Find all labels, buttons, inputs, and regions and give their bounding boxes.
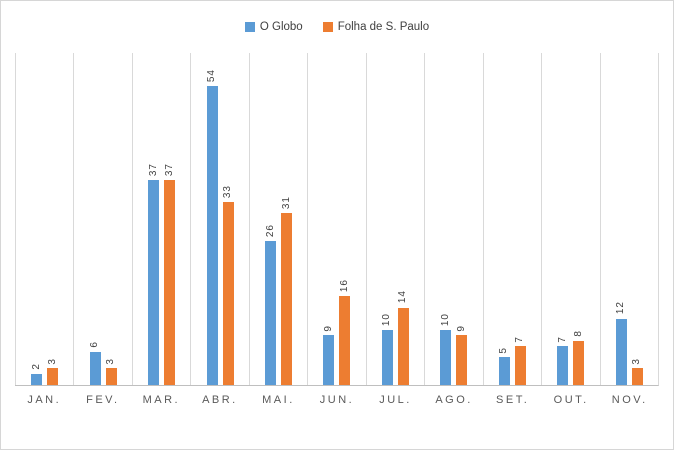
bar-value-label: 3 <box>105 357 117 365</box>
x-axis-label: ABR. <box>202 394 238 406</box>
bar-value-label: 12 <box>615 301 627 315</box>
bar <box>47 368 59 385</box>
bar-value-label: 6 <box>89 341 101 348</box>
bar <box>397 307 409 385</box>
bar <box>323 335 335 385</box>
bar-value-label: 5 <box>498 346 510 354</box>
bar <box>456 335 468 385</box>
x-axis-label: NOV. <box>611 394 648 406</box>
bar-value-label: 9 <box>322 324 334 332</box>
bar-value-label: 9 <box>455 324 467 332</box>
x-axis-label: JUL. <box>379 394 412 406</box>
bar-column: 33 <box>222 53 234 385</box>
bar <box>148 180 160 385</box>
bar <box>265 241 277 385</box>
bar <box>514 346 526 385</box>
bar-value-label: 37 <box>147 163 159 177</box>
bar-column: 14 <box>397 53 409 385</box>
bar <box>557 346 569 385</box>
bar <box>631 368 643 385</box>
bar-column: 26 <box>264 53 277 385</box>
bar-column: 31 <box>280 53 293 385</box>
bar-value-label: 7 <box>556 335 568 343</box>
bar-value-label: 54 <box>206 69 218 83</box>
legend-swatch-folha <box>322 22 333 32</box>
bar <box>105 368 117 385</box>
x-axis-label: SET. <box>496 394 530 406</box>
plot-area: 2 3 6 3 37 37 54 33 26 31 9 16 10 14 10 9 5 7 7 8 12 3 <box>15 53 659 386</box>
bar-value-label: 2 <box>30 363 42 370</box>
x-axis-label: JAN. <box>27 394 62 406</box>
x-axis-label: OUT. <box>553 394 589 406</box>
legend: O Globo Folha de S. Paulo <box>15 17 659 37</box>
bar-column: 3 <box>46 53 59 385</box>
bar-value-label: 37 <box>163 163 175 177</box>
legend-item-o-globo: O Globo <box>244 21 303 33</box>
category-group: 37 37 <box>131 53 190 385</box>
bar-value-label: 10 <box>439 312 451 326</box>
bar-column: 37 <box>163 53 176 385</box>
x-axis-label: MAR. <box>142 394 181 406</box>
bar <box>281 213 293 385</box>
legend-item-folha: Folha de S. Paulo <box>322 21 430 33</box>
bar-column: 3 <box>105 53 117 385</box>
bar-value-label: 3 <box>631 357 643 365</box>
bar <box>440 329 452 385</box>
bar <box>206 86 218 385</box>
legend-swatch-o-globo <box>244 22 255 32</box>
bar-column: 10 <box>381 53 393 385</box>
legend-label-folha: Folha de S. Paulo <box>337 21 430 33</box>
bar <box>498 357 510 385</box>
bar-value-label: 7 <box>514 335 526 343</box>
bar-value-label: 3 <box>46 357 58 365</box>
bar-column: 12 <box>615 53 627 385</box>
x-axis: JAN. FEV. MAR. ABR. MAI. JUN. JUL. AGO. SET. OUT.… <box>15 386 659 416</box>
bar <box>164 180 176 385</box>
category-group: 10 9 <box>424 53 482 385</box>
bar-column: 37 <box>147 53 160 385</box>
bar <box>573 340 585 385</box>
bar-value-label: 14 <box>397 290 409 304</box>
bar-column: 9 <box>322 53 335 385</box>
bar-column: 16 <box>338 53 351 385</box>
bar-column: 9 <box>455 53 468 385</box>
bar-column: 7 <box>556 53 569 385</box>
bar-column: 7 <box>514 53 526 385</box>
bar <box>31 373 43 385</box>
x-axis-label: FEV. <box>86 394 120 406</box>
bar-column: 2 <box>30 53 43 385</box>
bar <box>615 318 627 385</box>
bar-column: 6 <box>89 53 101 385</box>
category-group: 26 31 <box>248 53 307 385</box>
bar-column: 54 <box>206 53 218 385</box>
bar-value-label: 33 <box>222 185 234 199</box>
x-axis-label: AGO. <box>435 394 473 406</box>
bar <box>381 329 393 385</box>
category-group: 12 3 <box>599 53 658 385</box>
legend-label-o-globo: O Globo <box>259 21 303 33</box>
x-axis-label: JUN. <box>319 394 355 406</box>
bar-value-label: 26 <box>264 224 276 238</box>
bar <box>339 296 351 385</box>
bar-value-label: 16 <box>338 279 350 293</box>
bar-column: 10 <box>439 53 452 385</box>
category-group: 9 16 <box>307 53 365 385</box>
x-axis-label: MAI. <box>262 394 295 406</box>
bar-value-label: 10 <box>381 312 393 326</box>
bar-column: 3 <box>631 53 643 385</box>
bar <box>89 351 101 385</box>
category-group: 54 33 <box>190 53 248 385</box>
bar <box>222 202 234 385</box>
bar-column: 8 <box>572 53 585 385</box>
category-group: 10 14 <box>365 53 424 385</box>
bar-column: 5 <box>498 53 510 385</box>
bar-value-label: 8 <box>572 330 584 337</box>
bar-value-label: 31 <box>280 196 292 210</box>
